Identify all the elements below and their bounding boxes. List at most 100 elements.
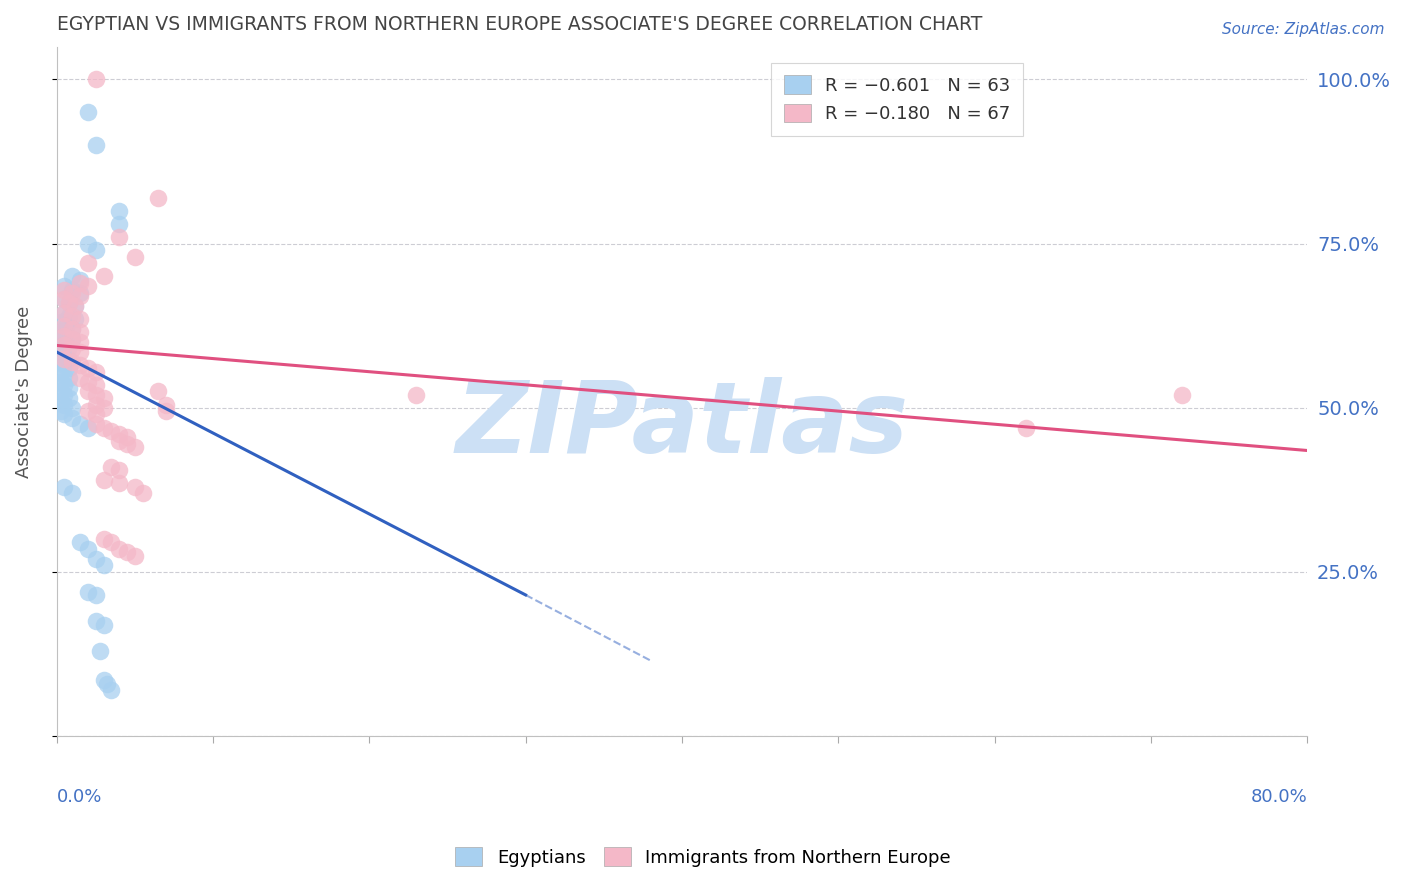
- Point: [53, 305, 76, 319]
- Point: [69, 273, 91, 287]
- Point: [93, 532, 115, 546]
- Point: [69, 312, 91, 326]
- Point: [48, 345, 70, 359]
- Point: [51, 315, 73, 329]
- Point: [108, 463, 131, 477]
- Legend: R = −0.601   N = 63, R = −0.180   N = 67: R = −0.601 N = 63, R = −0.180 N = 67: [770, 62, 1024, 136]
- Point: [84, 551, 107, 566]
- Point: [115, 437, 138, 451]
- Point: [65, 299, 87, 313]
- Point: [1171, 387, 1194, 401]
- Point: [108, 203, 131, 218]
- Point: [69, 371, 91, 385]
- Point: [84, 138, 107, 153]
- Point: [124, 250, 146, 264]
- Point: [55, 318, 77, 333]
- Point: [108, 541, 131, 556]
- Point: [96, 676, 118, 690]
- Point: [89, 644, 111, 658]
- Text: Source: ZipAtlas.com: Source: ZipAtlas.com: [1222, 22, 1385, 37]
- Point: [52, 348, 75, 362]
- Point: [84, 398, 107, 412]
- Point: [84, 72, 107, 87]
- Point: [56, 342, 79, 356]
- Point: [60, 309, 83, 323]
- Point: [69, 535, 91, 549]
- Point: [100, 459, 122, 474]
- Point: [60, 322, 83, 336]
- Text: 80.0%: 80.0%: [1250, 788, 1308, 805]
- Point: [69, 285, 91, 300]
- Point: [60, 283, 83, 297]
- Point: [51, 326, 73, 340]
- Point: [77, 279, 100, 293]
- Point: [51, 375, 73, 389]
- Point: [77, 236, 100, 251]
- Point: [53, 305, 76, 319]
- Text: EGYPTIAN VS IMMIGRANTS FROM NORTHERN EUROPE ASSOCIATE'S DEGREE CORRELATION CHART: EGYPTIAN VS IMMIGRANTS FROM NORTHERN EUR…: [56, 15, 981, 34]
- Point: [69, 335, 91, 350]
- Point: [124, 440, 146, 454]
- Point: [77, 541, 100, 556]
- Text: ZIPatlas: ZIPatlas: [456, 377, 908, 475]
- Point: [93, 391, 115, 405]
- Point: [84, 417, 107, 432]
- Point: [58, 371, 80, 385]
- Point: [60, 355, 83, 369]
- Point: [60, 410, 83, 425]
- Point: [100, 535, 122, 549]
- Point: [51, 384, 73, 399]
- Point: [77, 420, 100, 434]
- Point: [84, 387, 107, 401]
- Point: [65, 299, 87, 313]
- Point: [60, 486, 83, 500]
- Point: [69, 417, 91, 432]
- Point: [53, 368, 76, 382]
- Point: [155, 398, 177, 412]
- Point: [69, 358, 91, 372]
- Point: [53, 283, 76, 297]
- Point: [77, 256, 100, 270]
- Point: [53, 408, 76, 422]
- Point: [84, 244, 107, 258]
- Point: [60, 269, 83, 284]
- Point: [77, 105, 100, 120]
- Y-axis label: Associate's Degree: Associate's Degree: [15, 305, 32, 477]
- Point: [51, 404, 73, 418]
- Point: [69, 276, 91, 290]
- Point: [155, 404, 177, 418]
- Point: [58, 361, 80, 376]
- Point: [108, 230, 131, 244]
- Point: [93, 420, 115, 434]
- Point: [108, 476, 131, 491]
- Point: [100, 683, 122, 698]
- Point: [53, 358, 76, 372]
- Point: [51, 355, 73, 369]
- Point: [51, 394, 73, 409]
- Point: [58, 391, 80, 405]
- Point: [53, 398, 76, 412]
- Point: [58, 381, 80, 395]
- Point: [108, 427, 131, 442]
- Point: [77, 361, 100, 376]
- Point: [93, 617, 115, 632]
- Point: [58, 295, 80, 310]
- Point: [53, 318, 76, 333]
- Point: [124, 480, 146, 494]
- Text: 0.0%: 0.0%: [56, 788, 103, 805]
- Point: [48, 335, 70, 350]
- Point: [53, 293, 76, 307]
- Point: [115, 430, 138, 444]
- Point: [115, 545, 138, 559]
- Point: [93, 269, 115, 284]
- Point: [93, 473, 115, 487]
- Point: [53, 279, 76, 293]
- Point: [108, 217, 131, 231]
- Point: [53, 387, 76, 401]
- Point: [58, 309, 80, 323]
- Point: [93, 401, 115, 415]
- Point: [69, 289, 91, 303]
- Point: [77, 384, 100, 399]
- Point: [93, 673, 115, 688]
- Point: [93, 558, 115, 573]
